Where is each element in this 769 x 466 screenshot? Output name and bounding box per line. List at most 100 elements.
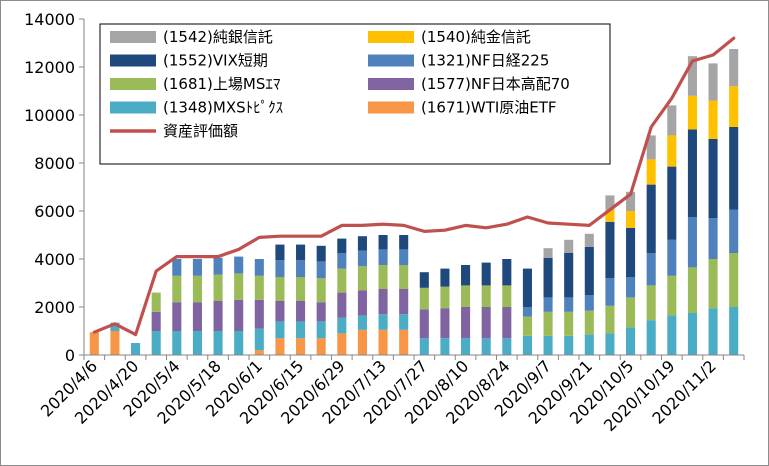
bar-segment-s1-c11	[316, 321, 326, 339]
bar-segment-s4-c24	[584, 295, 594, 311]
bar-segment-s3-c31	[729, 253, 739, 307]
bar-segment-s1-c19	[481, 338, 491, 355]
bar-segment-s2-c15	[399, 289, 409, 315]
bar-segment-s2-c7	[234, 299, 244, 331]
bar-segment-s0-c14	[378, 329, 388, 355]
bar-segment-s4-c23	[564, 297, 574, 312]
bar-segment-s2-c5	[192, 302, 202, 331]
bar-segment-s1-c16	[419, 338, 429, 355]
bar-segment-s1-c12	[337, 317, 347, 334]
legend-swatch-0	[110, 31, 156, 43]
bar-segment-s1-c31	[729, 307, 739, 355]
bar-segment-s5-c13	[357, 236, 367, 251]
legend-swatch-2	[110, 54, 156, 67]
bar-segment-s1-c4	[172, 331, 182, 355]
y-tick-label-5: 10000	[24, 106, 75, 125]
bar-segment-s5-c31	[729, 127, 739, 210]
bar-segment-s1-c27	[646, 320, 656, 355]
bar-segment-s3-c25	[605, 305, 615, 334]
bar-segment-s2-c12	[337, 292, 347, 318]
bar-segment-s3-c3	[151, 292, 161, 312]
bar-segment-s1-c13	[357, 315, 367, 330]
bar-segment-s2-c16	[419, 309, 429, 339]
line-series-asset-value	[92, 36, 736, 337]
bar-segment-s1-c10	[296, 321, 306, 339]
bar-segment-s5-c24	[584, 247, 594, 295]
bar-segment-s5-c27	[646, 184, 656, 253]
bar-segment-s0-c1	[110, 331, 120, 355]
legend-label-7: (1671)WTI原油ETF	[421, 99, 557, 117]
bar-segment-s4-c27	[646, 253, 656, 286]
bar-segment-s3-c18	[461, 285, 471, 307]
bar-segment-s4-c21	[522, 307, 532, 317]
bar-segment-s7-c30	[708, 63, 718, 101]
bar-segment-s1-c3	[151, 331, 161, 355]
bar-segment-s7-c29	[687, 56, 697, 96]
bar-segment-s2-c10	[296, 301, 306, 322]
bar-segment-s4-c22	[543, 297, 553, 312]
bar-segment-s3-c14	[378, 265, 388, 289]
bar-segment-s5-c17	[440, 268, 450, 287]
bar-segment-s7-c27	[646, 135, 656, 160]
bar-segment-s1-c22	[543, 335, 553, 355]
bar-segment-s1-c9	[275, 321, 285, 339]
bar-segment-s3-c30	[708, 259, 718, 309]
bar-segment-s1-c20	[502, 338, 512, 355]
bar-segment-s1-c18	[461, 338, 471, 355]
bar-segment-s5-c20	[502, 259, 512, 286]
legend-swatch-7	[368, 101, 414, 114]
bar-segment-s4-c15	[399, 249, 409, 265]
bar-segment-s7-c25	[605, 195, 615, 210]
bar-segment-s5-c12	[337, 238, 347, 253]
bar-segment-s5-c15	[399, 235, 409, 250]
bars-layer	[89, 49, 739, 355]
y-tick-label-4: 8000	[34, 154, 75, 173]
bar-segment-s4-c9	[275, 260, 285, 277]
legend: (1542)純銀信託 (1540)純金信託 (1552)VIX短期 (1321)NF日…	[99, 23, 611, 165]
bar-segment-s3-c20	[502, 285, 512, 307]
bar-segment-s5-c28	[667, 166, 677, 240]
bar-segment-s3-c8	[254, 275, 264, 300]
bar-segment-s0-c0	[89, 332, 99, 355]
legend-label-0: (1542)純銀信託	[163, 28, 273, 46]
line-layer	[92, 36, 736, 337]
bar-segment-s3-c29	[687, 267, 697, 313]
bar-segment-s4-c31	[729, 209, 739, 253]
bar-segment-s1-c24	[584, 334, 594, 355]
bar-segment-s6-c26	[626, 211, 636, 228]
bar-segment-s7-c28	[667, 105, 677, 136]
bar-segment-s4-c25	[605, 278, 615, 306]
bar-segment-s7-c23	[564, 239, 574, 253]
legend-swatch-4	[110, 78, 156, 90]
bar-segment-s1-c17	[440, 338, 450, 355]
y-tick-label-6: 12000	[24, 58, 75, 77]
bar-segment-s6-c27	[646, 159, 656, 185]
bar-segment-s3-c23	[564, 311, 574, 336]
bar-segment-s3-c6	[213, 274, 223, 301]
bar-segment-s2-c17	[440, 308, 450, 339]
y-tick-label-3: 6000	[34, 202, 75, 221]
bar-segment-s5-c10	[296, 244, 306, 261]
bar-segment-s3-c10	[296, 277, 306, 301]
bar-segment-s3-c7	[234, 273, 244, 300]
bar-segment-s5-c14	[378, 235, 388, 250]
bar-segment-s1-c28	[667, 315, 677, 355]
bar-segment-s5-c23	[564, 253, 574, 298]
bar-segment-s2-c6	[213, 301, 223, 331]
bar-segment-s5-c29	[687, 129, 697, 217]
bar-segment-s7-c31	[729, 49, 739, 87]
bar-segment-s0-c9	[275, 338, 285, 355]
bar-segment-s3-c9	[275, 277, 285, 301]
bar-segment-s0-c8	[254, 350, 264, 355]
bar-segment-s4-c6	[213, 257, 223, 275]
bar-segment-s4-c11	[316, 261, 326, 279]
bar-segment-s4-c30	[708, 218, 718, 259]
bar-segment-s1-c7	[234, 331, 244, 355]
bar-segment-s5-c19	[481, 262, 491, 286]
bar-segment-s3-c15	[399, 265, 409, 289]
bar-segment-s3-c28	[667, 275, 677, 316]
bar-segment-s5-c9	[275, 244, 285, 261]
legend-swatch-3	[368, 54, 414, 67]
bar-segment-s2-c19	[481, 307, 491, 339]
